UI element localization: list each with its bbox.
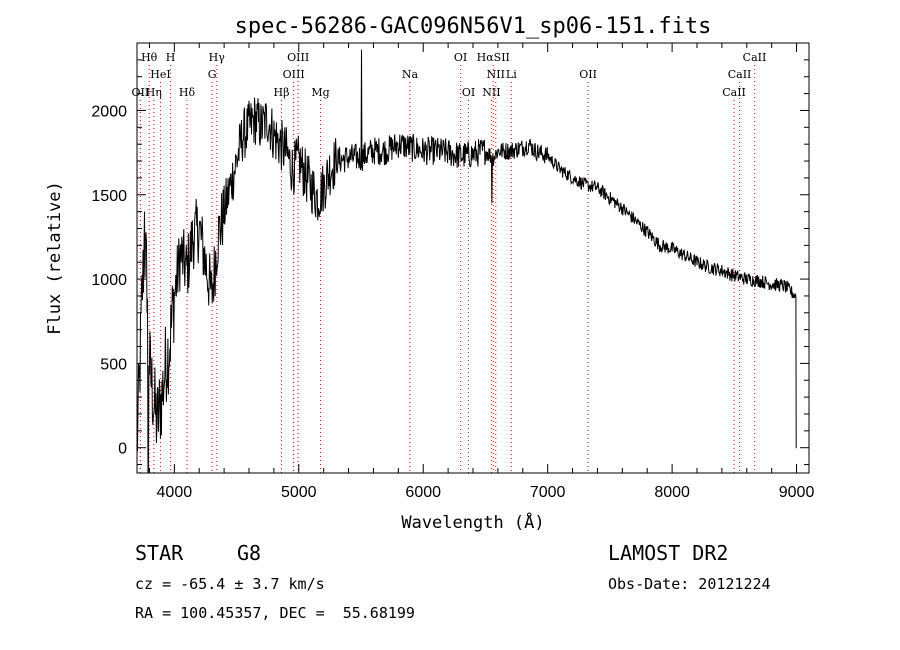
sky-coordinates: RA = 100.45357, DEC = 55.68199: [135, 604, 415, 622]
spectral-line-label: CaII: [722, 86, 746, 99]
spectral-line-label: Hγ: [209, 51, 226, 64]
chart-title: spec-56286-GAC096N56V1_sp06-151.fits: [235, 14, 712, 39]
x-tick-label: 9000: [779, 484, 815, 501]
y-tick-label: 1500: [91, 188, 127, 205]
object-subclass: G8: [237, 541, 262, 565]
spectral-line-label: Hη: [146, 86, 162, 99]
spectral-line-label: Hβ: [274, 86, 290, 99]
spectral-line-label: CaII: [728, 68, 752, 81]
y-tick-label: 2000: [91, 103, 127, 120]
y-tick-label: 0: [118, 441, 127, 458]
observation-date: Obs-Date: 20121224: [608, 575, 771, 593]
spectral-line-label: G: [208, 68, 217, 81]
spectral-line-label: NII: [482, 86, 500, 99]
spectral-line-label: Na: [402, 68, 419, 81]
spectral-line-label: HeI: [150, 68, 170, 81]
spectral-line-label: Li: [506, 68, 517, 81]
spectral-line-label: Hθ: [141, 51, 158, 64]
plot-frame: [136, 42, 810, 474]
y-axis-label: Flux (relative): [45, 181, 65, 335]
spectral-line-label: OII: [579, 68, 597, 81]
spectral-line-label: Mg: [311, 86, 329, 99]
x-tick-label: 4000: [157, 484, 193, 501]
x-tick-label: 5000: [281, 484, 317, 501]
x-tick-label: 6000: [405, 484, 441, 501]
spectral-line-label: OI: [454, 51, 467, 64]
object-class: STAR: [135, 541, 184, 565]
redshift-velocity: cz = -65.4 ± 3.7 km/s: [135, 575, 325, 593]
y-tick-label: 1000: [91, 272, 127, 289]
spectral-line-label: NII: [487, 68, 505, 81]
spectral-line-label: HαSII: [477, 51, 510, 64]
spectral-line-label: OIII: [287, 51, 309, 64]
y-tick-label: 500: [100, 356, 127, 373]
spectral-line-label: OI: [462, 86, 475, 99]
spectral-line-label: Hδ: [179, 86, 196, 99]
spectral-line-label: H: [166, 51, 176, 64]
spectral-line-label: OII: [132, 86, 150, 99]
spectrum-line: [136, 49, 797, 474]
x-axis-label: Wavelength (Å): [401, 511, 544, 533]
spectral-line-label: OIII: [283, 68, 305, 81]
survey-name: LAMOST DR2: [608, 541, 729, 565]
spectral-line-label: CaII: [743, 51, 767, 64]
x-tick-label: 8000: [654, 484, 690, 501]
x-tick-label: 7000: [530, 484, 566, 501]
